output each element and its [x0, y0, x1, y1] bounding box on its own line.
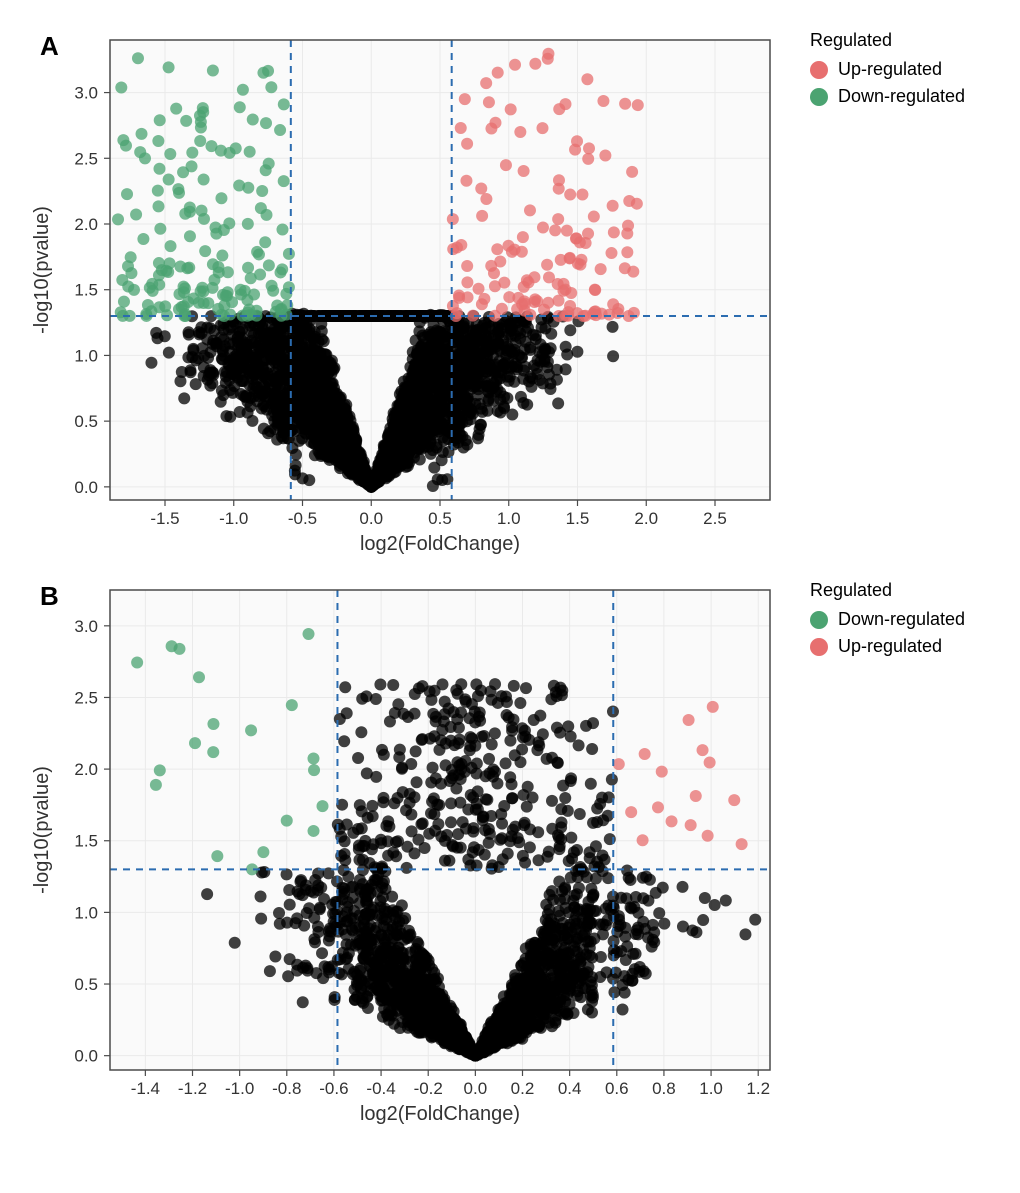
svg-text:A: A: [40, 31, 59, 61]
legend-label: Down-regulated: [838, 86, 965, 107]
legend-item: Down-regulated: [810, 86, 965, 107]
svg-text:-log10(pvalue): -log10(pvalue): [31, 206, 53, 334]
legend-label: Down-regulated: [838, 609, 965, 630]
legend-dot-icon: [810, 611, 828, 629]
figure: -1.5 -1.0 -0.5 0.0 0.5 1.0 1.5 2.0 2.5 0.0 0.5 1.0 1…: [20, 20, 1000, 1130]
svg-text:-1.0: -1.0: [219, 509, 248, 528]
legend-item: Down-regulated: [810, 609, 965, 630]
svg-text:0.5: 0.5: [428, 509, 452, 528]
panel-a-legend: Regulated Up-regulated Down-regulated: [810, 30, 965, 113]
svg-text:1.0: 1.0: [497, 509, 521, 528]
svg-text:0.5: 0.5: [74, 412, 98, 431]
svg-text:log2(FoldChange): log2(FoldChange): [360, 533, 520, 555]
svg-text:1.5: 1.5: [566, 509, 590, 528]
svg-text:1.5: 1.5: [74, 281, 98, 300]
svg-text:2.5: 2.5: [74, 149, 98, 168]
svg-text:2.0: 2.0: [74, 215, 98, 234]
legend-dot-icon: [810, 61, 828, 79]
svg-text:-1.5: -1.5: [150, 509, 179, 528]
legend-title: Regulated: [810, 580, 965, 601]
svg-text:2.0: 2.0: [634, 509, 658, 528]
volcano-plot-b: -1.4-1.2-1.0-0.8-0.6-0.4-0.20.00.20.40.6…: [20, 570, 790, 1130]
svg-text:3.0: 3.0: [74, 84, 98, 103]
legend-item: Up-regulated: [810, 59, 965, 80]
legend-dot-icon: [810, 88, 828, 106]
panel-a-plot-container: -1.5 -1.0 -0.5 0.0 0.5 1.0 1.5 2.0 2.5 0.0 0.5 1.0 1…: [20, 20, 790, 560]
panel-b-plot-container: -1.4-1.2-1.0-0.8-0.6-0.4-0.20.00.20.40.6…: [20, 570, 790, 1130]
legend-items: Up-regulated Down-regulated: [810, 59, 965, 107]
svg-text:0.0: 0.0: [359, 509, 383, 528]
legend-label: Up-regulated: [838, 59, 942, 80]
svg-text:0.0: 0.0: [74, 478, 98, 497]
panel-b: -1.4-1.2-1.0-0.8-0.6-0.4-0.20.00.20.40.6…: [20, 570, 1000, 1130]
panel-a: -1.5 -1.0 -0.5 0.0 0.5 1.0 1.5 2.0 2.5 0.0 0.5 1.0 1…: [20, 20, 1000, 560]
panel-b-legend: Regulated Down-regulated Up-regulated: [810, 580, 965, 663]
svg-text:2.5: 2.5: [703, 509, 727, 528]
legend-title: Regulated: [810, 30, 965, 51]
svg-text:1.0: 1.0: [74, 346, 98, 365]
legend-item: Up-regulated: [810, 636, 965, 657]
legend-dot-icon: [810, 638, 828, 656]
legend-items: Down-regulated Up-regulated: [810, 609, 965, 657]
volcano-plot-a: -1.5 -1.0 -0.5 0.0 0.5 1.0 1.5 2.0 2.5 0.0 0.5 1.0 1…: [20, 20, 790, 560]
svg-text:-0.5: -0.5: [288, 509, 317, 528]
legend-label: Up-regulated: [838, 636, 942, 657]
